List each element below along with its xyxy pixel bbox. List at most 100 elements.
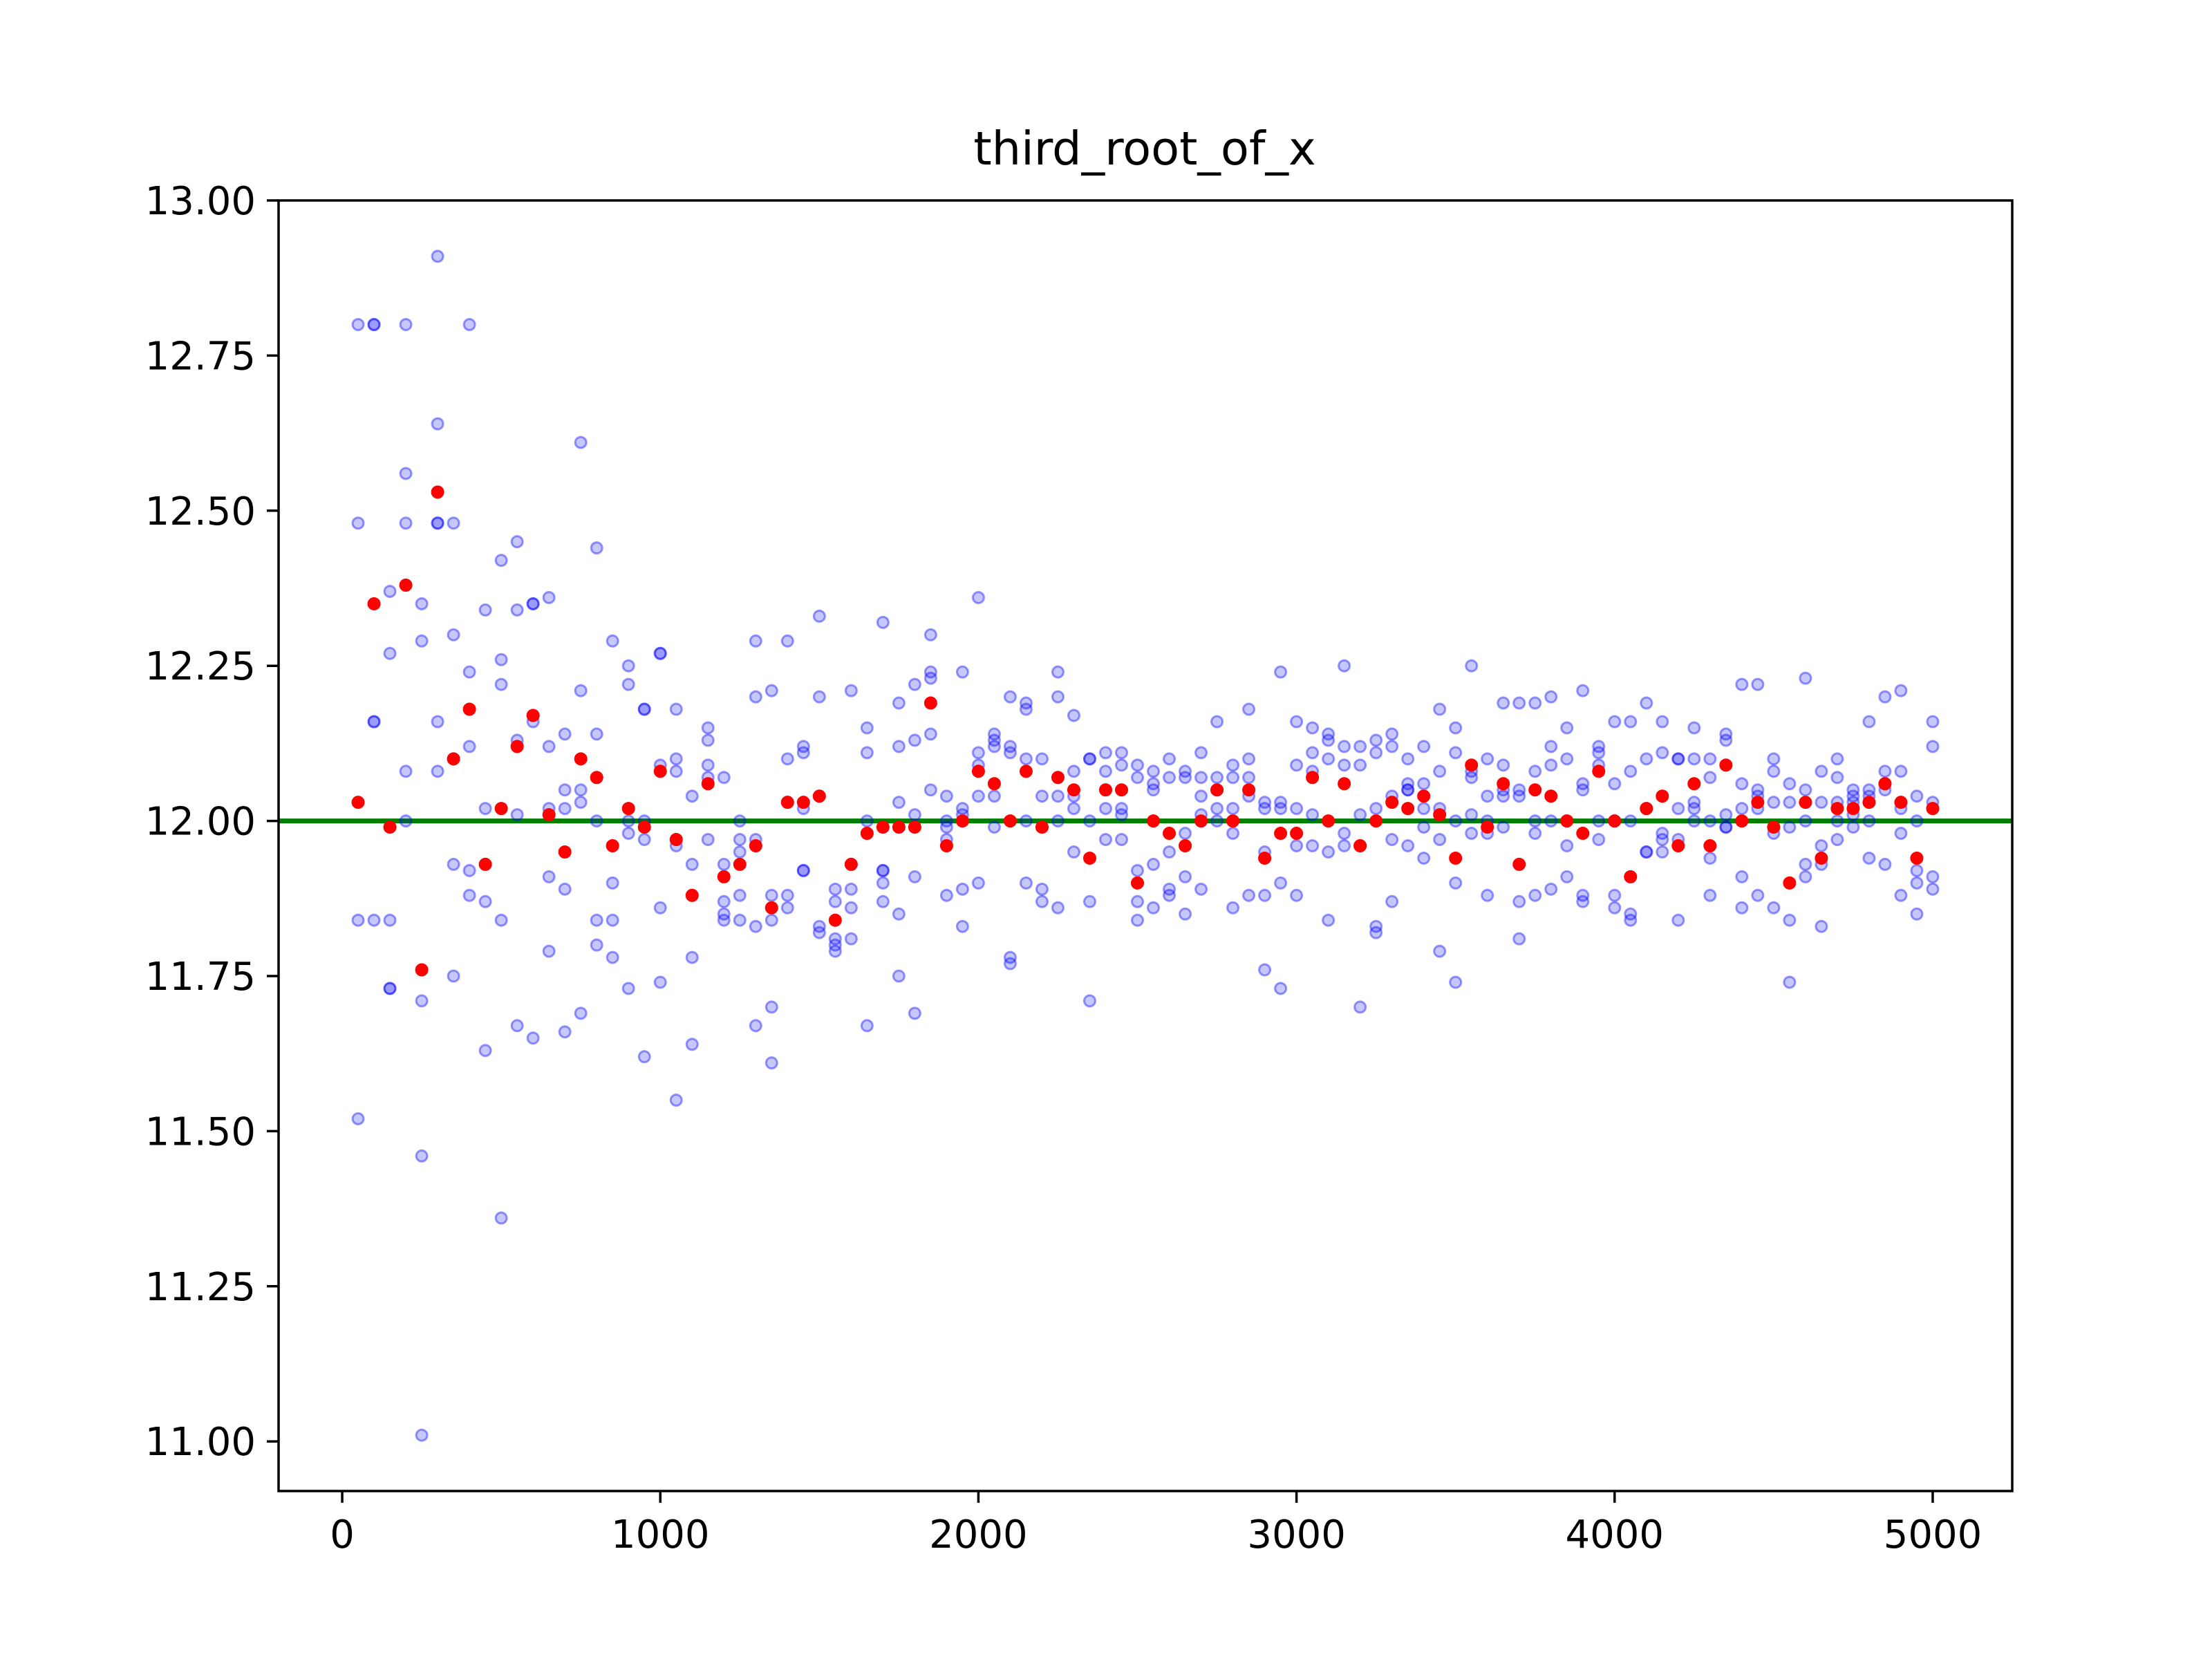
sample-point <box>1051 901 1065 915</box>
sample-point <box>1497 696 1510 710</box>
mean-point <box>1592 765 1606 778</box>
sample-point <box>1735 870 1749 883</box>
sample-point <box>860 814 874 828</box>
sample-point <box>1512 894 1526 908</box>
sample-point <box>621 814 635 828</box>
mean-point <box>1862 796 1876 809</box>
sample-point <box>1147 901 1161 915</box>
sample-point <box>1592 814 1606 828</box>
sample-point <box>399 765 413 778</box>
sample-point <box>1147 857 1161 871</box>
sample-point <box>1719 821 1733 834</box>
sample-point <box>844 932 858 946</box>
sample-point <box>351 913 365 927</box>
sample-point <box>1385 894 1399 908</box>
sample-point <box>669 752 683 766</box>
sample-point <box>1098 802 1112 816</box>
sample-point <box>1449 975 1463 989</box>
sample-point <box>1926 870 1940 883</box>
sample-point <box>526 597 540 610</box>
sample-point <box>669 765 683 778</box>
sample-point <box>1751 783 1765 797</box>
sample-point <box>1353 740 1367 753</box>
sample-point <box>1862 814 1876 828</box>
chart-title: third_root_of_x <box>973 122 1315 176</box>
mean-point <box>462 702 476 716</box>
sample-point <box>510 1019 524 1033</box>
sample-point <box>1274 802 1288 816</box>
sample-point <box>765 684 778 697</box>
sample-point <box>574 796 588 809</box>
mean-point <box>351 796 365 809</box>
sample-point <box>1497 821 1510 834</box>
sample-point <box>892 907 906 921</box>
mean-point <box>1878 777 1892 791</box>
sample-point <box>1082 994 1096 1008</box>
sample-point <box>1019 814 1033 828</box>
sample-point <box>1815 796 1828 809</box>
sample-point <box>494 653 508 666</box>
sample-point <box>1147 783 1161 797</box>
sample-point <box>1656 746 1669 760</box>
sample-point <box>1163 845 1177 859</box>
sample-point <box>971 789 985 803</box>
sample-point <box>924 665 937 679</box>
sample-point <box>494 913 508 927</box>
sample-point <box>1735 802 1749 816</box>
sample-point <box>860 721 874 735</box>
sample-point <box>367 913 381 927</box>
mean-point <box>812 789 826 803</box>
sample-point <box>780 752 794 766</box>
sample-point <box>542 740 556 753</box>
sample-point <box>526 597 540 610</box>
sample-point <box>908 677 921 691</box>
sample-point <box>1322 752 1335 766</box>
y-tick-label: 11.25 <box>145 1265 256 1310</box>
mean-point <box>637 821 651 834</box>
sample-point <box>1306 721 1320 735</box>
sample-point <box>1019 752 1033 766</box>
sample-point <box>1194 882 1208 896</box>
sample-point <box>510 603 524 617</box>
sample-point <box>1194 771 1208 785</box>
mean-point <box>828 913 842 927</box>
sample-point <box>1624 814 1638 828</box>
mean-point <box>955 814 969 828</box>
sample-point <box>1830 833 1844 847</box>
sample-point <box>558 882 572 896</box>
sample-point <box>1512 932 1526 946</box>
sample-point <box>494 1211 508 1225</box>
sample-point <box>1098 746 1112 760</box>
sample-point <box>1242 752 1256 766</box>
sample-point <box>462 863 476 877</box>
sample-point <box>733 833 747 847</box>
sample-point <box>1894 765 1908 778</box>
sample-point <box>1338 839 1351 852</box>
sample-point <box>367 318 381 332</box>
mean-point <box>1449 851 1463 865</box>
sample-point <box>876 894 890 908</box>
sample-point <box>1179 827 1192 841</box>
sample-point <box>1369 926 1383 939</box>
sample-point <box>383 584 397 598</box>
sample-point <box>1179 771 1192 785</box>
mean-point <box>796 796 810 809</box>
sample-point <box>939 789 953 803</box>
sample-point <box>510 808 524 822</box>
sample-point <box>971 746 985 760</box>
sample-point <box>1258 888 1272 902</box>
sample-point <box>685 857 699 871</box>
sample-point <box>431 715 444 729</box>
sample-point <box>1799 857 1812 871</box>
sample-point <box>399 516 413 530</box>
sample-point <box>1465 659 1479 673</box>
sample-point <box>351 516 365 530</box>
sample-point <box>892 696 906 710</box>
sample-point <box>1576 684 1590 697</box>
sample-point <box>1385 727 1399 741</box>
mean-point <box>1258 851 1272 865</box>
sample-point <box>971 876 985 890</box>
mean-point <box>1703 839 1717 852</box>
sample-point <box>1401 752 1415 766</box>
sample-point <box>510 535 524 549</box>
